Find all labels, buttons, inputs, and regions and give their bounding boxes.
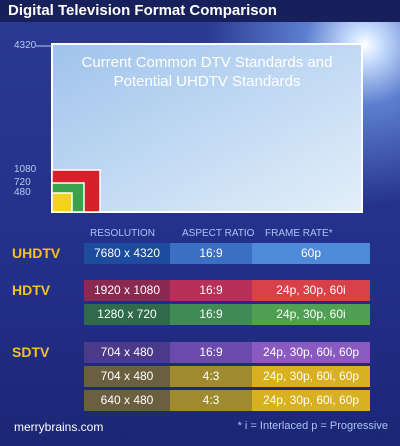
- resolution-diagram: [36, 43, 363, 213]
- diagram-caption: Potential UHDTV Standards: [113, 73, 301, 90]
- table-cell: 60p: [252, 243, 370, 264]
- table-cell: 640 x 480: [84, 390, 170, 411]
- column-header: FRAME RATE*: [265, 228, 333, 239]
- sd480-frame: [51, 192, 73, 213]
- table-cell: 1920 x 1080: [84, 280, 170, 301]
- column-header: ASPECT RATIO: [182, 228, 255, 239]
- site: merrybrains.com: [14, 420, 104, 434]
- table-cell: 24p, 30p, 60i, 60p: [252, 390, 370, 411]
- group-label: HDTV: [12, 282, 51, 298]
- resolution-label: 4320: [14, 40, 37, 51]
- table-cell: 24p, 30p, 60i, 60p: [252, 342, 370, 363]
- footnote: * i = Interlaced p = Progressive: [237, 420, 388, 432]
- resolution-label: 720: [14, 177, 31, 188]
- table-cell: 704 x 480: [84, 366, 170, 387]
- title: Digital Television Format Comparison: [0, 0, 400, 22]
- group-label: SDTV: [12, 344, 50, 360]
- table-cell: 4:3: [170, 390, 252, 411]
- resolution-label: 1080: [14, 164, 37, 175]
- table-cell: 24p, 30p, 60i, 60p: [252, 366, 370, 387]
- table-cell: 16:9: [170, 243, 252, 264]
- resolution-label: 480: [14, 187, 31, 198]
- table-cell: 704 x 480: [84, 342, 170, 363]
- table-cell: 24p, 30p, 60i: [252, 304, 370, 325]
- table-cell: 1280 x 720: [84, 304, 170, 325]
- uhd-frame: [51, 43, 363, 213]
- table-cell: 16:9: [170, 304, 252, 325]
- table-cell: 16:9: [170, 280, 252, 301]
- table-cell: 24p, 30p, 60i: [252, 280, 370, 301]
- group-label: UHDTV: [12, 245, 61, 261]
- table-cell: 4:3: [170, 366, 252, 387]
- diagram-caption: Current Common DTV Standards and: [81, 54, 333, 71]
- column-header: RESOLUTION: [90, 228, 156, 239]
- table-cell: 7680 x 4320: [84, 243, 170, 264]
- table-cell: 16:9: [170, 342, 252, 363]
